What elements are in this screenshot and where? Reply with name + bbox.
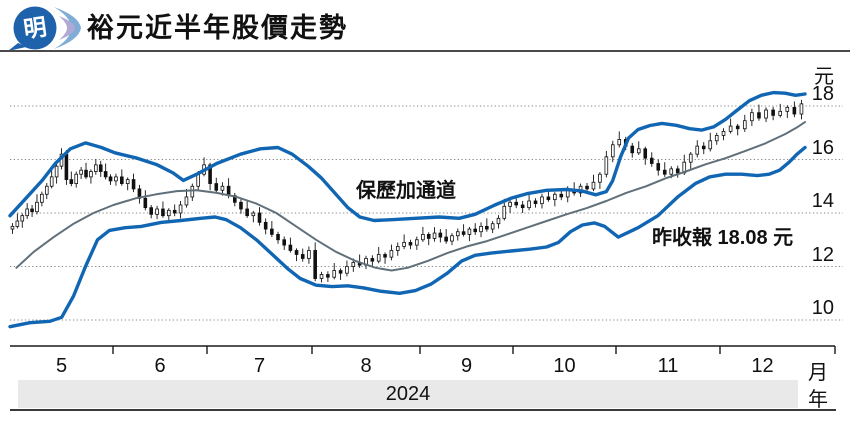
month-tick-label: 5 [55,355,68,377]
x-axis-year-unit-label: 年 [808,389,828,411]
y-tick-label: 12 [811,243,834,266]
y-tick-label: 16 [811,136,834,159]
month-tick-label: 6 [154,355,166,377]
header-divider [0,50,850,52]
year-label: 2024 [385,382,431,405]
y-tick-label: 18 [811,83,834,105]
month-tick-label: 8 [360,355,372,377]
month-tick-label: 10 [553,355,576,377]
last-close-annotation: 昨收報 18.08 元 [652,227,794,249]
logo-character: 明 [22,14,48,43]
logo-swoosh-light-blue [54,7,81,49]
page-title: 裕元近半年股價走勢 [87,13,348,43]
mingpao-logo: 明 [4,3,84,53]
y-tick-label: 10 [811,297,834,319]
bollinger-band-annotation: 保歷加通道 [356,180,456,202]
logo-bubble [13,6,57,50]
month-tick-label: 9 [460,355,473,377]
y-axis-unit-label: 元 [814,66,834,88]
year-band: 2024 [18,380,798,408]
month-tick-label: 7 [253,355,266,377]
month-tick-label: 12 [751,355,774,377]
logo-swoosh-lavender [59,16,75,40]
month-tick-label: 11 [657,355,679,377]
logo-bubble-tail [8,43,26,51]
bottom-divider [10,409,836,411]
x-axis-month-unit-label: 月 [808,362,828,384]
y-tick-label: 14 [811,190,834,212]
